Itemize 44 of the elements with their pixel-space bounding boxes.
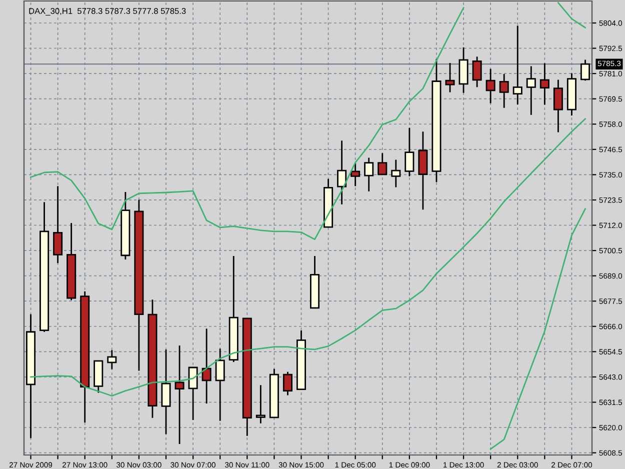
candlestick	[472, 56, 482, 88]
candlestick	[512, 24, 522, 106]
candlestick	[174, 344, 184, 445]
candlestick	[80, 290, 90, 424]
candlestick	[418, 130, 428, 210]
candlestick	[324, 178, 334, 228]
candlestick	[337, 140, 347, 206]
candlestick	[364, 157, 374, 192]
candlestick	[256, 384, 266, 424]
candlestick	[228, 255, 238, 363]
candlestick	[269, 368, 279, 418]
candlestick	[526, 66, 536, 116]
candlestick	[148, 298, 158, 419]
candlestick	[566, 72, 576, 116]
candlestick	[66, 222, 76, 301]
candlestick	[580, 59, 590, 82]
candlestick	[540, 62, 550, 106]
candlestick	[432, 58, 442, 183]
candlestick	[378, 152, 388, 176]
candlestick	[391, 159, 401, 188]
candlestick	[120, 191, 130, 260]
candlestick	[94, 360, 104, 394]
candlestick	[53, 185, 63, 264]
candlestick	[40, 201, 50, 333]
candlestick	[445, 62, 455, 93]
candlestick	[296, 330, 306, 390]
candlestick	[107, 349, 117, 370]
candlestick	[242, 318, 252, 437]
candlestick	[553, 79, 563, 133]
candlestick	[202, 328, 212, 404]
candlestick	[499, 73, 509, 109]
candlestick	[310, 255, 320, 309]
candlestick	[215, 348, 225, 422]
line-series	[490, 208, 586, 450]
candlestick	[188, 366, 198, 421]
candlestick	[161, 348, 171, 435]
candlestick	[350, 162, 360, 187]
text: DAX_30,H1 5778.3 5787.3 5777.8 5785.3	[29, 8, 186, 16]
candlestick	[486, 68, 496, 104]
candlestick	[26, 314, 36, 439]
line-series	[30, 118, 586, 397]
candlestick	[458, 46, 468, 94]
candlestick	[282, 371, 292, 396]
candlestick	[404, 127, 414, 177]
